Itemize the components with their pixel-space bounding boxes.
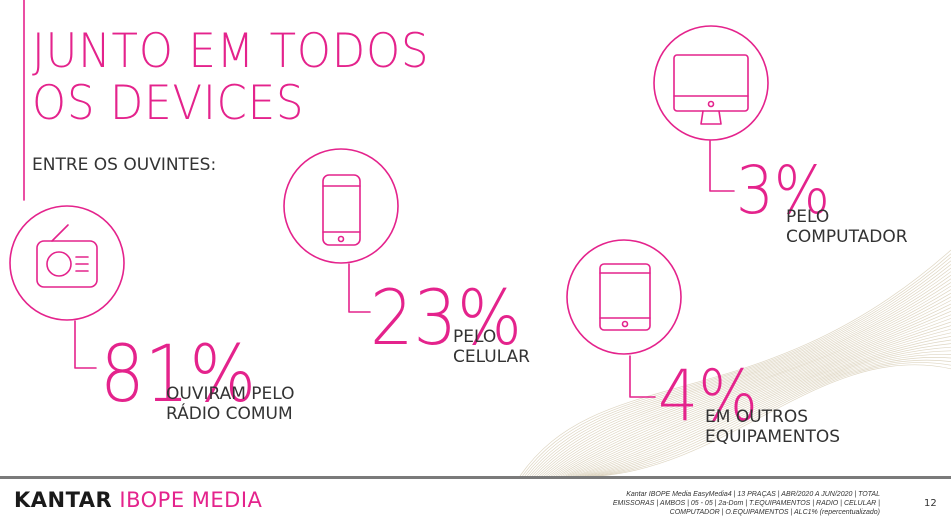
- wave-line: [565, 318, 951, 477]
- source-line-2: EMISSORAS | AMBOS | 05 - 05 | 2a-Dom | T…: [612, 500, 880, 507]
- wave-line: [560, 310, 951, 477]
- monitor-circle: [653, 25, 769, 141]
- radio-label-line1: OUVIRAM PELO: [166, 384, 295, 404]
- computador-label: PELO COMPUTADOR: [786, 207, 908, 247]
- wave-line: [587, 350, 951, 477]
- wave-line: [589, 354, 951, 477]
- radio-label-line2: RÁDIO COMUM: [166, 404, 293, 424]
- wave-line: [572, 328, 951, 477]
- wave-line: [519, 249, 951, 477]
- wave-line: [553, 300, 951, 477]
- source-note: Kantar IBOPE Media EasyMedia4 | 13 PRAÇA…: [560, 490, 880, 517]
- wave-line: [582, 343, 951, 477]
- wave-line: [531, 267, 951, 477]
- outros-percent: 4%: [658, 355, 758, 437]
- smartphone-connector: [348, 263, 371, 313]
- wave-line: [548, 292, 951, 477]
- wave-line: [546, 289, 951, 477]
- wave-line: [529, 264, 951, 477]
- radio-label: OUVIRAM PELO RÁDIO COMUM: [166, 384, 295, 424]
- footer-divider: [0, 476, 951, 479]
- radio-circle: [9, 205, 125, 321]
- wave-line: [575, 332, 951, 477]
- wave-line: [596, 362, 951, 477]
- wave-line: [541, 282, 951, 477]
- logo-ibope-media: IBOPE MEDIA: [119, 488, 263, 512]
- wave-line: [579, 339, 951, 477]
- wave-line: [524, 256, 951, 477]
- wave-line: [567, 321, 951, 477]
- radio-connector: [74, 320, 97, 369]
- wave-line: [577, 336, 951, 477]
- outros-label-line2: EQUIPAMENTOS: [705, 427, 841, 447]
- tablet-circle: [566, 239, 682, 355]
- wave-line: [570, 325, 951, 477]
- logo-kantar: KANTAR: [14, 488, 113, 512]
- computador-label-line2: COMPUTADOR: [786, 227, 908, 247]
- wave-line: [558, 307, 951, 477]
- source-line-1: Kantar IBOPE Media EasyMedia4 | 13 PRAÇA…: [626, 491, 880, 498]
- computador-label-line1: PELO: [786, 207, 830, 227]
- wave-line: [538, 278, 951, 477]
- monitor-connector: [709, 140, 735, 192]
- tablet-icon: [599, 263, 651, 331]
- title-line-1: JUNTO EM TODOS: [32, 24, 430, 79]
- page-number: 12: [924, 498, 937, 509]
- wave-line: [563, 314, 951, 477]
- source-line-3: COMPUTADOR | O.EQUIPAMENTOS | ALC1% (rep…: [669, 509, 880, 516]
- celular-label-line1: PELO: [453, 327, 497, 347]
- wave-line: [543, 285, 951, 477]
- wave-line: [536, 274, 951, 477]
- tablet-connector: [629, 355, 656, 398]
- wave-line: [584, 346, 951, 477]
- wave-line: [555, 303, 951, 477]
- wave-line: [594, 359, 951, 477]
- smartphone-circle: [283, 148, 399, 264]
- wave-line: [534, 271, 951, 477]
- wave-line: [526, 260, 951, 477]
- celular-label-line2: CELULAR: [453, 347, 530, 367]
- title-line-2: OS DEVICES: [32, 76, 305, 131]
- outros-label: EM OUTROS EQUIPAMENTOS: [705, 407, 840, 447]
- kantar-ibope-logo: KANTAR IBOPE MEDIA: [14, 488, 262, 512]
- page-title: JUNTO EM TODOS OS DEVICES: [32, 26, 429, 130]
- wave-line: [550, 296, 951, 477]
- radio-percent: 81%: [100, 330, 257, 420]
- computador-percent: 3%: [736, 152, 831, 229]
- smartphone-icon: [322, 174, 361, 246]
- wave-line: [599, 364, 951, 477]
- wave-line: [591, 357, 951, 477]
- outros-label-line1: EM OUTROS: [705, 407, 809, 427]
- subtitle: ENTRE OS OUVINTES:: [32, 155, 217, 175]
- celular-percent: 23%: [370, 273, 523, 362]
- wave-line: [522, 253, 951, 477]
- desktop-monitor-icon: [673, 54, 749, 125]
- celular-label: PELO CELULAR: [453, 327, 530, 367]
- radio-icon: [36, 224, 98, 288]
